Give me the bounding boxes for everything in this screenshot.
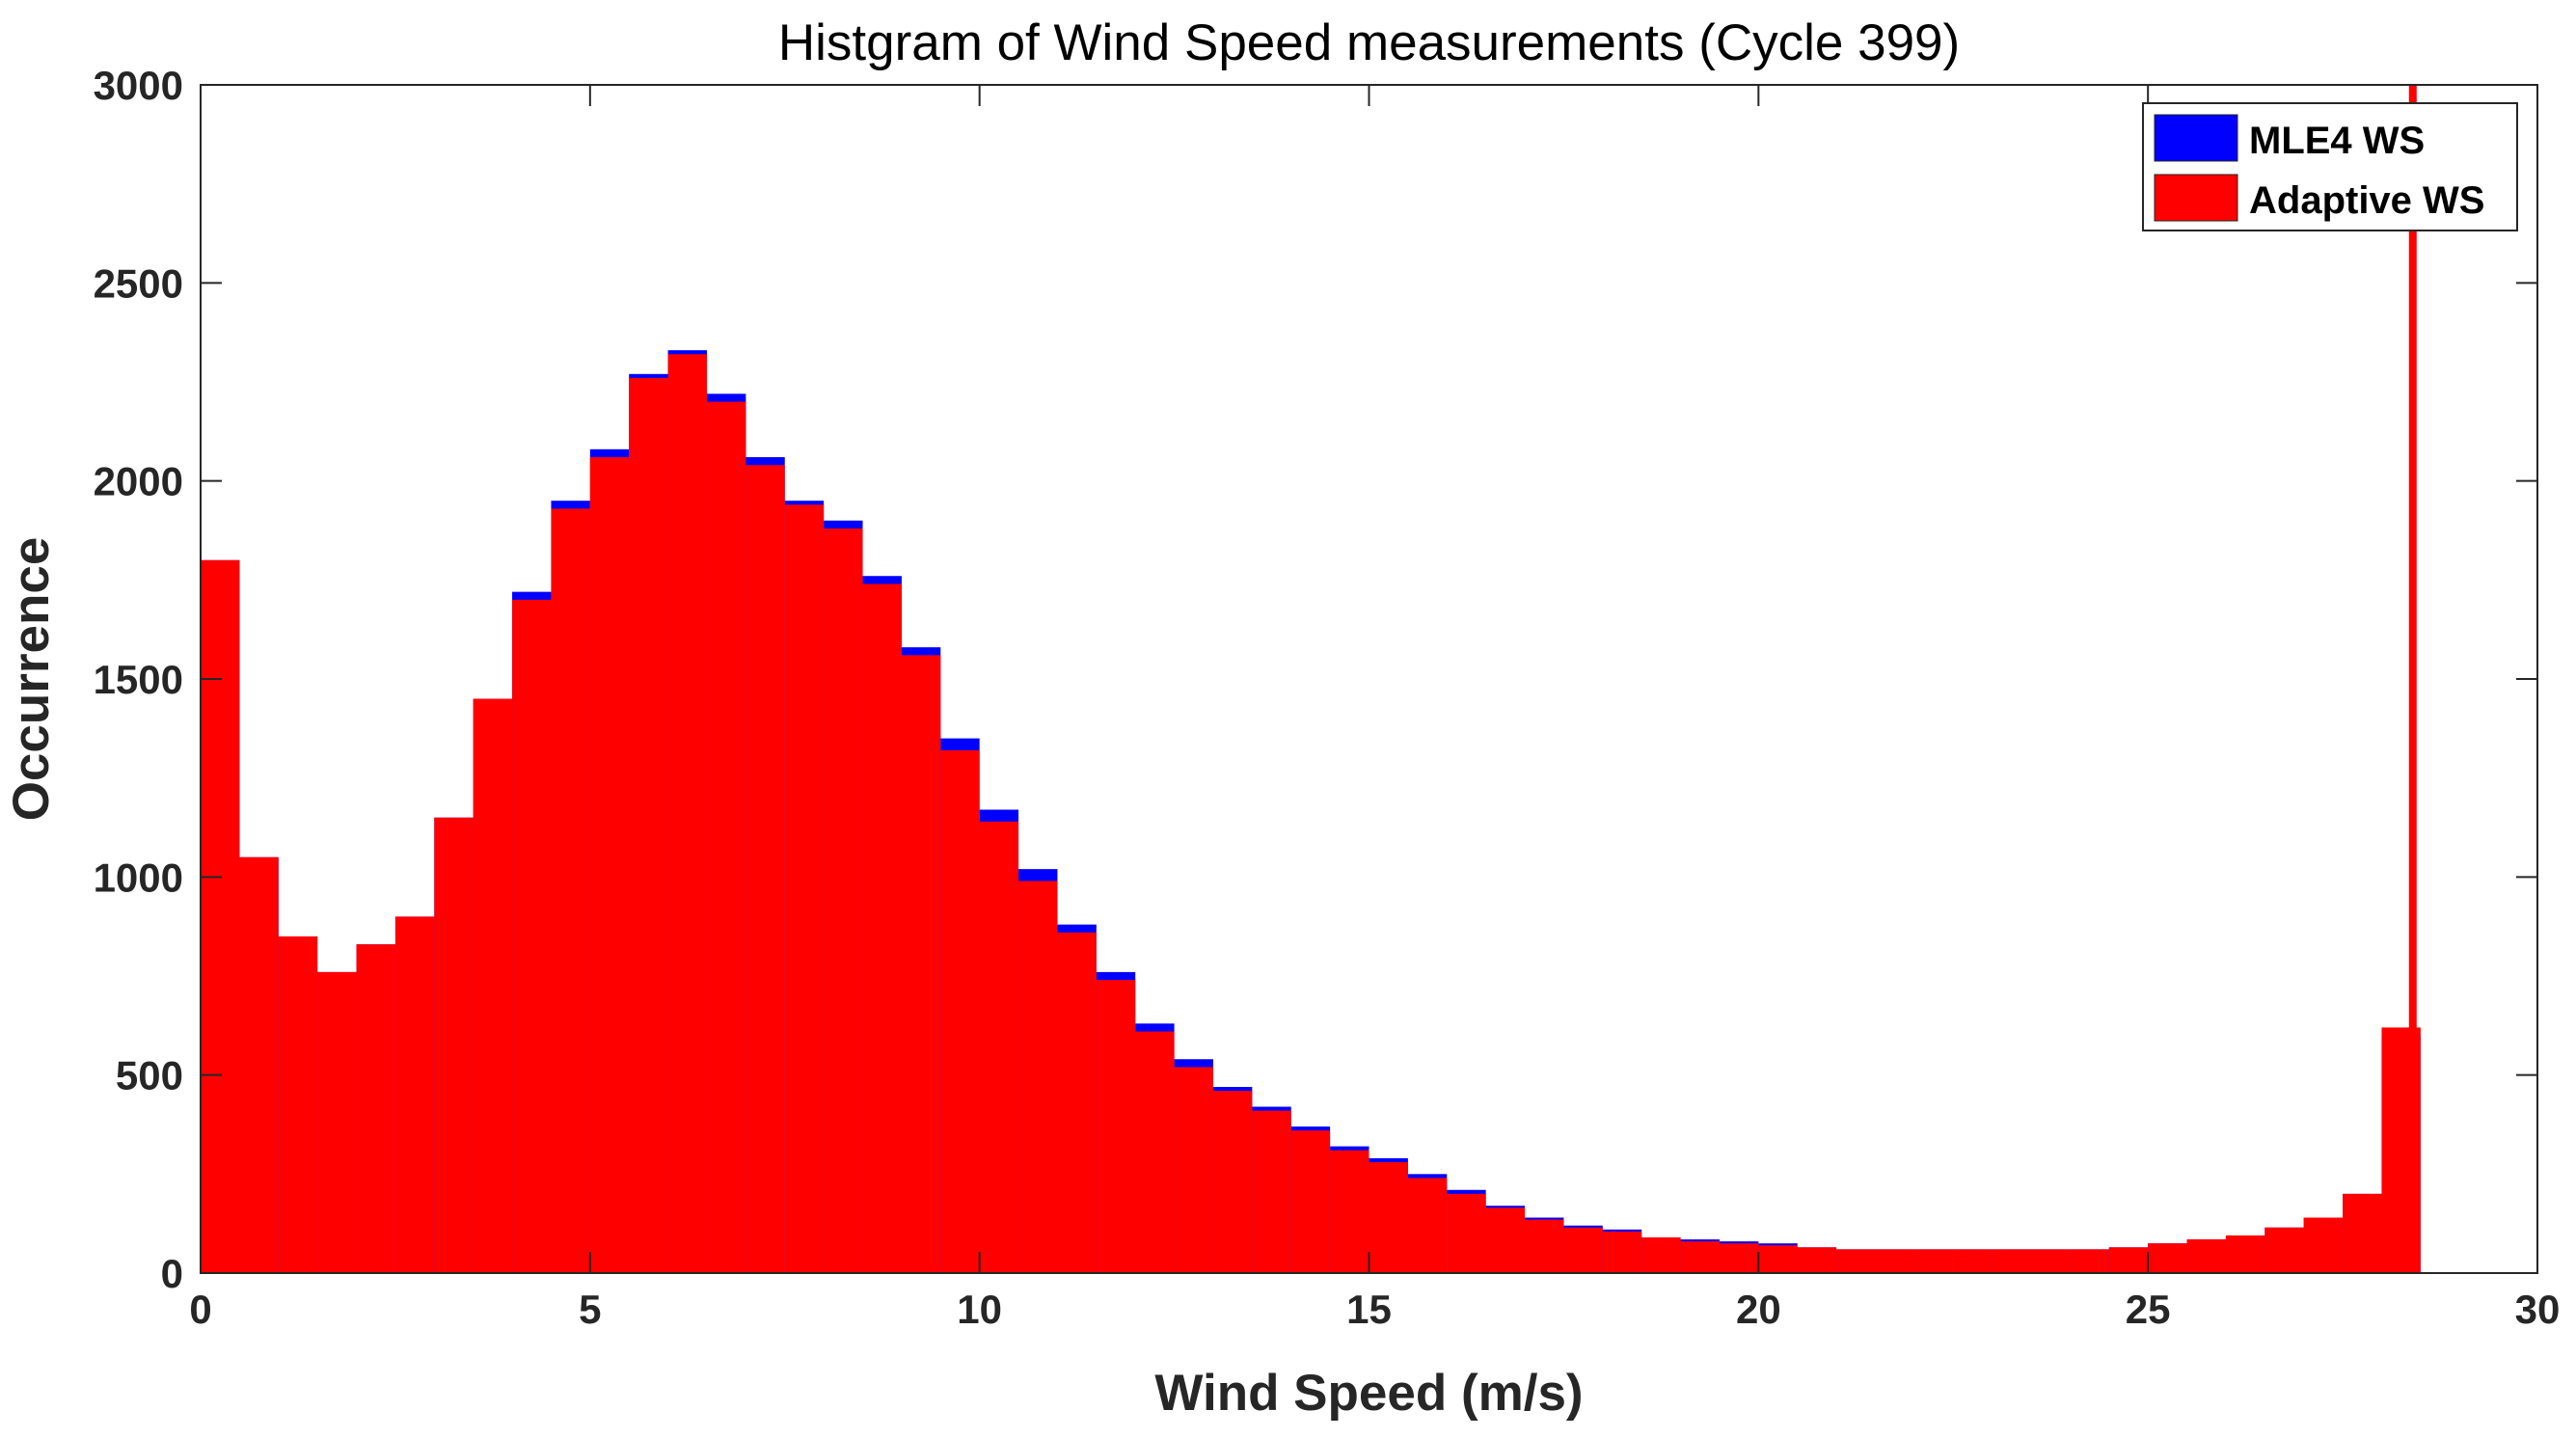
bar-adaptive-ws [1174, 1067, 1213, 1273]
y-tick-label: 1500 [94, 657, 183, 702]
bar-adaptive-ws [2108, 1247, 2149, 1273]
bar-adaptive-ws [2070, 1249, 2109, 1273]
bar-adaptive-ws [239, 856, 279, 1273]
bar-adaptive-ws [317, 971, 357, 1273]
bar-adaptive-ws [2186, 1239, 2226, 1273]
bar-adaptive-ws [629, 377, 668, 1274]
legend-swatch-mle4 [2154, 114, 2238, 162]
bar-adaptive-ws [746, 465, 785, 1273]
legend: MLE4 WS Adaptive WS [2142, 102, 2518, 231]
x-tick-label: 5 [579, 1287, 601, 1332]
bar-adaptive-ws [1680, 1241, 1720, 1273]
x-tick-label: 10 [957, 1287, 1002, 1332]
bar-adaptive-ws [589, 457, 630, 1273]
bar-adaptive-ws [1252, 1110, 1291, 1273]
y-axis-ticks: 0 500 1000 1500 2000 2500 3000 [94, 63, 2537, 1296]
adaptive-series-bars [201, 85, 2421, 1274]
bar-adaptive-ws [784, 504, 825, 1273]
bar-adaptive-ws [706, 401, 746, 1273]
bar-adaptive-ws [2148, 1243, 2187, 1273]
y-tick-label: 3000 [94, 63, 183, 108]
x-tick-label: 15 [1346, 1287, 1392, 1332]
y-tick-label: 500 [116, 1053, 183, 1099]
bar-adaptive-ws [1758, 1245, 1798, 1273]
bar-adaptive-ws [1641, 1237, 1681, 1273]
bar-adaptive-ws [278, 936, 318, 1273]
bar-adaptive-ws [1407, 1178, 1448, 1273]
y-tick-label: 1000 [94, 855, 183, 900]
bar-adaptive-ws [1330, 1150, 1369, 1273]
legend-swatch-adaptive [2154, 174, 2238, 222]
bar-adaptive-ws [667, 354, 707, 1274]
bar-adaptive-ws [551, 508, 590, 1273]
bar-adaptive-ws [901, 655, 941, 1273]
bar-adaptive-ws [940, 749, 980, 1273]
bar-adaptive-ws [1953, 1249, 1993, 1273]
bar-adaptive-ws [1135, 1031, 1175, 1273]
y-tick-label: 2500 [94, 260, 183, 306]
bar-adaptive-ws [979, 821, 1019, 1273]
y-axis-label: Occurrence [3, 537, 60, 822]
bar-adaptive-ws [1602, 1231, 1642, 1273]
bar-adaptive-ws [1525, 1219, 1564, 1273]
bar-adaptive-ws [473, 698, 513, 1273]
bar-adaptive-ws [1719, 1243, 1759, 1273]
bar-adaptive-ws [434, 817, 474, 1273]
legend-label-mle4: MLE4 WS [2249, 120, 2425, 162]
bar-adaptive-ws [1836, 1249, 1876, 1273]
x-tick-label: 20 [1736, 1287, 1781, 1332]
y-tick-label: 0 [161, 1251, 183, 1296]
x-tick-label: 0 [189, 1287, 211, 1332]
bar-adaptive-ws [2225, 1235, 2265, 1273]
bar-spike [2408, 85, 2417, 1273]
bar-adaptive-ws [2303, 1217, 2344, 1273]
bar-adaptive-ws [512, 599, 552, 1273]
bar-adaptive-ws [2343, 1193, 2382, 1273]
bar-adaptive-ws [1447, 1193, 1486, 1273]
x-tick-label: 30 [2515, 1287, 2561, 1332]
bar-adaptive-ws [1369, 1162, 1408, 1273]
bar-adaptive-ws [1797, 1247, 1837, 1273]
bar-adaptive-ws [824, 528, 863, 1273]
x-tick-label: 25 [2126, 1287, 2171, 1332]
bar-adaptive-ws [1913, 1249, 1954, 1273]
bar-adaptive-ws [1290, 1130, 1331, 1273]
legend-label-adaptive: Adaptive WS [2249, 179, 2484, 222]
bar-adaptive-ws [1563, 1227, 1603, 1273]
bar-adaptive-ws [394, 916, 435, 1273]
bar-adaptive-ws [1485, 1207, 1526, 1273]
bar-adaptive-ws [862, 583, 902, 1273]
bar-adaptive-ws [356, 944, 395, 1273]
bar-adaptive-ws [1018, 881, 1058, 1273]
chart-title: Histgram of Wind Speed measurements (Cyc… [778, 14, 1960, 71]
bar-adaptive-ws [1212, 1091, 1253, 1273]
y-tick-label: 2000 [94, 459, 183, 504]
bar-adaptive-ws [1096, 980, 1136, 1273]
bar-adaptive-ws [1057, 932, 1097, 1273]
bar-adaptive-ws [1992, 1249, 2032, 1273]
bar-adaptive-ws [201, 559, 240, 1273]
bar-adaptive-ws [2264, 1227, 2304, 1273]
x-axis-label: Wind Speed (m/s) [1154, 1365, 1583, 1422]
bar-adaptive-ws [2031, 1249, 2071, 1273]
bar-adaptive-ws [1875, 1249, 1914, 1273]
x-axis-ticks: 0 5 10 15 20 25 30 [189, 85, 2560, 1332]
